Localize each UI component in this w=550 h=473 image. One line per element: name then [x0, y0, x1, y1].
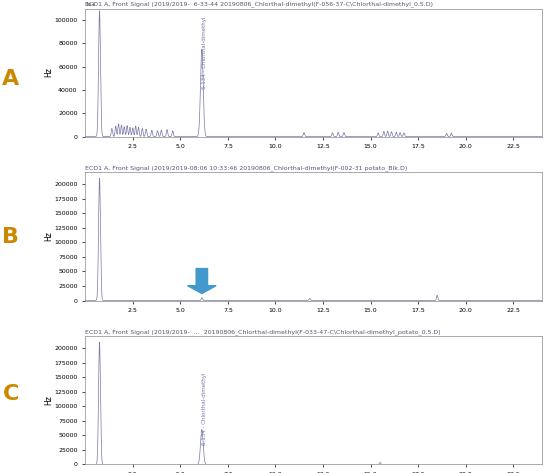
Y-axis label: Hz: Hz	[44, 232, 53, 241]
FancyArrow shape	[188, 269, 216, 294]
Text: ECD1 A, Front Signal (2019/2019-08:06 10:33:46 20190806_Chlorthal-dimethyl(F-002: ECD1 A, Front Signal (2019/2019-08:06 10…	[85, 166, 408, 171]
Text: ECD1 A, Front Signal (2019/2019-  6-33-44 20190806_Chlorthal-dimethyl(F-056-37-C: ECD1 A, Front Signal (2019/2019- 6-33-44…	[85, 2, 433, 8]
Y-axis label: Hz: Hz	[44, 68, 53, 78]
Text: 6.134 - Chlorthal-dimethyl: 6.134 - Chlorthal-dimethyl	[202, 373, 207, 445]
Text: ECD1 A, Front Signal (2019/2019-  ...  20190806_Chlorthal-dimethyl(F-033-47-C\Ch: ECD1 A, Front Signal (2019/2019- ... 201…	[85, 330, 441, 335]
Text: C: C	[3, 384, 19, 404]
Text: 6.134 - Chlorthal-dimethyl: 6.134 - Chlorthal-dimethyl	[202, 16, 207, 88]
Text: A: A	[2, 69, 20, 89]
Text: 1e+: 1e+	[85, 2, 96, 7]
Text: B: B	[3, 227, 19, 246]
Y-axis label: Hz: Hz	[44, 395, 53, 405]
